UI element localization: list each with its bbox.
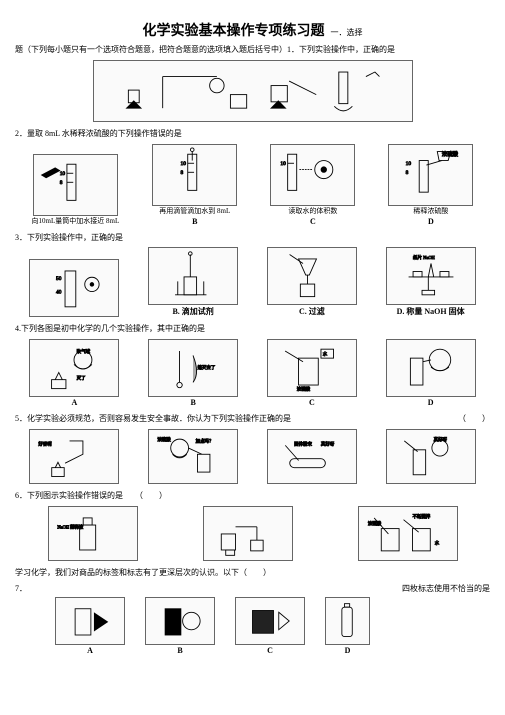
q6-text: 6．下列图示实验操作错误的是 （ ） bbox=[15, 490, 490, 503]
q7-number: 7． bbox=[15, 583, 27, 594]
q5-text: 5．化学实验必须规范，否则容易发生安全事故．你认为下列实验操作正确的是 （ ） bbox=[15, 413, 490, 426]
svg-text:8: 8 bbox=[181, 170, 184, 176]
svg-text:40: 40 bbox=[56, 290, 62, 296]
q2-images: 10 8 向10mL量筒中加水接近 8mL 10 8 再用滴管滴加水到 8mL B… bbox=[15, 144, 490, 226]
q4-b-label: B bbox=[190, 398, 195, 407]
q7-c-label: C bbox=[267, 646, 273, 655]
q1-figure bbox=[93, 60, 413, 122]
svg-text:灭了: 灭了 bbox=[77, 375, 86, 382]
q3-option-d: 纸片 NaOH bbox=[386, 247, 476, 305]
q7-intro: 学习化学，我们对商品的标签和标志有了更深层次的认识。以下（ ） bbox=[15, 567, 490, 580]
q3-images: 50 40 B. 滴加试剂 C. 过滤 纸片 NaOH bbox=[15, 247, 490, 317]
q4-c-label: C bbox=[309, 398, 315, 407]
q7-b-label: B bbox=[177, 646, 182, 655]
intro-text: 题（下列每小题只有一个选项符合题意，把符合题意的选项填入题后括号中）1．下列实验… bbox=[15, 44, 490, 57]
svg-text:真好呀: 真好呀 bbox=[433, 436, 447, 443]
svg-text:水: 水 bbox=[323, 351, 328, 357]
q4-option-c: 水 浓硫酸 bbox=[267, 339, 357, 397]
svg-text:加点吗？: 加点吗？ bbox=[196, 438, 214, 445]
q4-option-a: 吹气球 灭了 bbox=[29, 339, 119, 397]
q2-d-label: D bbox=[428, 217, 434, 226]
q2-b-label: B bbox=[192, 217, 197, 226]
svg-text:浓硫酸: 浓硫酸 bbox=[297, 386, 311, 393]
q2-option-d: 10 8 浓硫酸 bbox=[388, 144, 473, 206]
q5-images: 好香啊 浓硫酸 加点吗？ 固体粉末 真好呀 真好呀 bbox=[15, 429, 490, 484]
q6-option-c: 不断搅拌 浓硫酸 水 bbox=[358, 506, 458, 561]
svg-text:真好呀: 真好呀 bbox=[321, 440, 335, 447]
q5-option-b: 浓硫酸 加点吗？ bbox=[148, 429, 238, 484]
svg-text:熄灭去了: 熄灭去了 bbox=[198, 364, 216, 371]
svg-text:10: 10 bbox=[406, 161, 412, 167]
svg-text:好香啊: 好香啊 bbox=[39, 440, 53, 447]
q7-d-label: D bbox=[345, 646, 351, 655]
q3-option-a: 50 40 bbox=[29, 259, 119, 317]
q7-option-b bbox=[145, 597, 215, 645]
q5-option-c: 固体粉末 真好呀 bbox=[267, 429, 357, 484]
q2-c-caption: 读取水的体积数 bbox=[288, 206, 337, 216]
q4-d-label: D bbox=[428, 398, 434, 407]
svg-text:不断搅拌: 不断搅拌 bbox=[412, 513, 430, 520]
q6-paren: （ ） bbox=[139, 491, 167, 500]
section-label: 一．选择 bbox=[331, 28, 363, 37]
q4-option-b: 熄灭去了 bbox=[148, 339, 238, 397]
svg-text:浓硫酸: 浓硫酸 bbox=[367, 520, 381, 527]
page-title: 化学实验基本操作专项练习题 bbox=[143, 24, 325, 39]
q2-a-caption: 向10mL量筒中加水接近 8mL bbox=[32, 216, 120, 226]
q2-d-caption: 稀释浓硫酸 bbox=[413, 206, 448, 216]
q3-d-label: D. 称量 NaOH 固体 bbox=[397, 306, 465, 317]
q1-image-row bbox=[15, 60, 490, 122]
svg-text:50: 50 bbox=[56, 276, 62, 282]
svg-text:浓硫酸: 浓硫酸 bbox=[157, 436, 171, 443]
svg-text:8: 8 bbox=[406, 170, 409, 176]
q5-paren: （ ） bbox=[458, 413, 490, 426]
q3-c-label: C. 过滤 bbox=[299, 306, 325, 317]
q2-option-a: 10 8 bbox=[33, 154, 118, 216]
svg-text:水: 水 bbox=[434, 539, 439, 545]
svg-text:纸片 NaOH: 纸片 NaOH bbox=[413, 254, 435, 261]
q2-text: 2．量取 8mL 水稀释浓硫酸的下列操作错误的是 bbox=[15, 128, 490, 141]
q2-c-label: C bbox=[310, 217, 316, 226]
q7-a-label: A bbox=[87, 646, 93, 655]
q2-b-caption: 再用滴管滴加水到 8mL bbox=[159, 206, 230, 216]
q3-option-c bbox=[267, 247, 357, 305]
svg-text:8: 8 bbox=[60, 180, 63, 186]
svg-text:固体粉末: 固体粉末 bbox=[294, 440, 312, 447]
q6-option-b bbox=[203, 506, 293, 561]
svg-text:10: 10 bbox=[281, 161, 287, 167]
q3-text: 3．下列实验操作中，正确的是 bbox=[15, 232, 490, 245]
q2-option-b: 10 8 bbox=[152, 144, 237, 206]
q4-a-label: A bbox=[71, 398, 77, 407]
q6-option-a: NaOH 稀释液 bbox=[48, 506, 138, 561]
q3-option-b bbox=[148, 247, 238, 305]
q7-images: A B C D bbox=[15, 597, 490, 655]
q7-tail: 四枚标志使用不恰当的是 bbox=[402, 583, 490, 594]
q7-option-c bbox=[235, 597, 305, 645]
svg-text:10: 10 bbox=[60, 171, 66, 177]
q3-b-label: B. 滴加试剂 bbox=[172, 306, 213, 317]
q6-images: NaOH 稀释液 不断搅拌 浓硫酸 水 bbox=[15, 506, 490, 561]
svg-text:浓硫酸: 浓硫酸 bbox=[442, 150, 459, 158]
q4-option-d bbox=[386, 339, 476, 397]
q5-option-a: 好香啊 bbox=[29, 429, 119, 484]
q4-images: 吹气球 灭了 A 熄灭去了 B 水 浓硫酸 C bbox=[15, 339, 490, 407]
q7-option-d bbox=[325, 597, 370, 645]
q2-option-c: 10 bbox=[270, 144, 355, 206]
svg-text:NaOH 稀释液: NaOH 稀释液 bbox=[57, 523, 84, 530]
svg-text:吹气球: 吹气球 bbox=[77, 348, 91, 355]
q7-option-a bbox=[55, 597, 125, 645]
svg-text:10: 10 bbox=[181, 161, 187, 167]
q5-option-d: 真好呀 bbox=[386, 429, 476, 484]
q4-text: 4.下列各图是初中化学的几个实验操作，其中正确的是 bbox=[15, 323, 490, 336]
